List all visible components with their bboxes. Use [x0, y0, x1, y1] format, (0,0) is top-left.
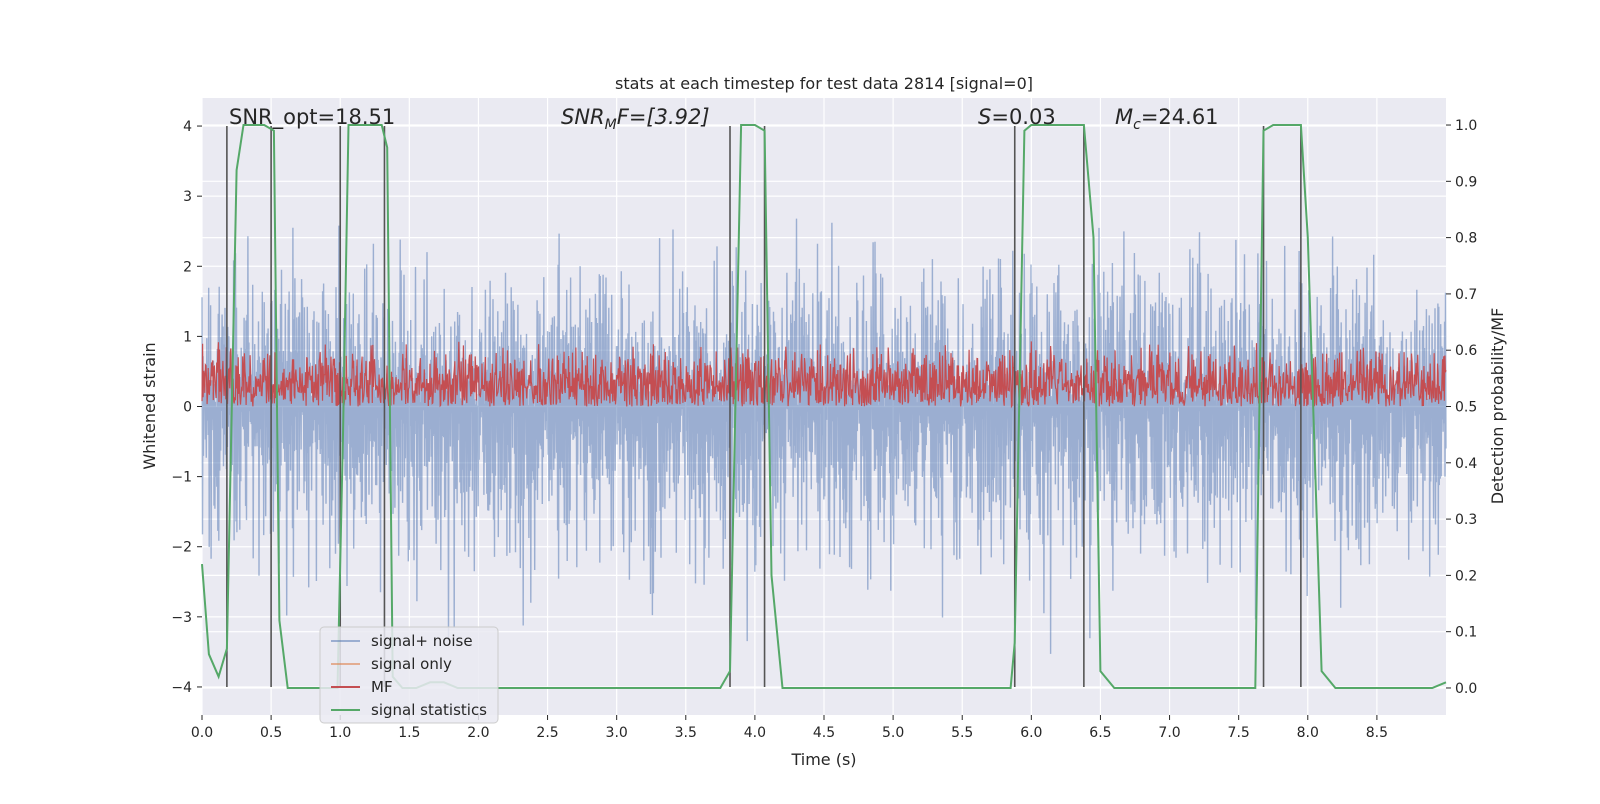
x-tick-label: 1.0: [329, 725, 351, 741]
y-tick-label-left: 1: [183, 329, 192, 345]
y-tick-label-right: 0.9: [1455, 174, 1477, 190]
signal-plus-noise-line: [201, 218, 1447, 654]
annotation-mc-name: M: [1115, 105, 1133, 129]
legend-box: [319, 626, 499, 724]
x-axis-ticks: 0.0 0.5 1.0 1.5 2.0 2.5 3.0 3.5 4.0 4.5 5.0 5.5 6.0 6…: [191, 715, 1388, 741]
y-tick-label-left: −3: [171, 610, 192, 626]
y-tick-label-right: 0.3: [1455, 512, 1477, 528]
x-tick-label: 5.5: [951, 725, 973, 741]
legend: signal+ noise signal only MF signal stat…: [319, 626, 499, 724]
y-tick-label-right: 1.0: [1455, 118, 1477, 134]
mf-line: [201, 341, 1447, 409]
y-axis-right-ticks: 0.0 0.1 0.2 0.3 0.4 0.5 0.6 0.7 0.8 0.9 1.0: [1446, 118, 1477, 697]
y-tick-label-left: −2: [171, 540, 192, 556]
x-tick-label: 7.0: [1158, 725, 1180, 741]
annotation-snr-opt: SNR_opt=18.51: [229, 105, 395, 130]
legend-label-signal-only: signal only: [371, 655, 452, 673]
y-tick-label-right: 0.6: [1455, 343, 1477, 359]
x-tick-label: 0.0: [191, 725, 213, 741]
legend-label-signal-noise: signal+ noise: [371, 632, 473, 650]
signal-statistics-series: [201, 124, 1447, 689]
annotation-s-value: =0.03: [991, 105, 1055, 129]
x-tick-label: 1.5: [398, 725, 420, 741]
y-tick-label-right: 0.5: [1455, 400, 1477, 416]
y-tick-label-left: −1: [171, 470, 192, 486]
annotation-snr-mf-sub: M: [605, 117, 617, 133]
y-axis-left-ticks: −4 −3 −2 −1 0 1 2 3 4: [171, 119, 202, 696]
annotation-s: S=0.03: [978, 105, 1056, 129]
y-tick-label-left: 2: [183, 259, 192, 275]
y-axis-right-label: Detection probability/MF: [1488, 308, 1507, 505]
y-tick-label-left: 0: [183, 400, 192, 416]
annotation-mc: Mc=24.61: [1115, 105, 1219, 133]
annotation-snr-mf-tail: F=[3.92]: [617, 105, 710, 129]
x-tick-label: 7.5: [1228, 725, 1250, 741]
x-axis-label: Time (s): [790, 750, 856, 769]
y-tick-label-right: 0.8: [1455, 231, 1477, 247]
signal-plus-noise-series: [201, 218, 1447, 654]
x-tick-label: 6.5: [1089, 725, 1111, 741]
annotation-snr-mf: SNRMF=[3.92]: [561, 105, 710, 133]
y-axis-left-label: Whitened strain: [140, 342, 159, 469]
y-tick-label-right: 0.7: [1455, 287, 1477, 303]
annotation-mc-sub: c: [1133, 117, 1141, 133]
mf-series: [201, 341, 1447, 409]
annotation-mc-value: =24.61: [1141, 105, 1219, 129]
y-tick-label-right: 0.0: [1455, 681, 1477, 697]
x-tick-label: 8.0: [1297, 725, 1319, 741]
y-tick-label-left: 4: [183, 119, 192, 135]
x-tick-label: 3.0: [606, 725, 628, 741]
legend-label-signal-statistics: signal statistics: [371, 701, 487, 719]
signal-statistics-line: [201, 124, 1447, 689]
y-tick-label-left: 3: [183, 189, 192, 205]
annotation-s-name: S: [978, 105, 991, 129]
y-tick-label-left: −4: [171, 680, 192, 696]
annotation-snr-mf-name: SNR: [561, 105, 605, 129]
x-tick-label: 5.0: [882, 725, 904, 741]
legend-label-mf: MF: [371, 678, 393, 696]
chart-title: stats at each timestep for test data 281…: [615, 74, 1033, 93]
x-tick-label: 4.5: [813, 725, 835, 741]
x-tick-label: 0.5: [260, 725, 282, 741]
x-tick-label: 6.0: [1020, 725, 1042, 741]
y-tick-label-right: 0.4: [1455, 456, 1477, 472]
y-tick-label-right: 0.1: [1455, 625, 1477, 641]
y-tick-label-right: 0.2: [1455, 568, 1477, 584]
x-tick-label: 4.0: [744, 725, 766, 741]
x-tick-label: 8.5: [1366, 725, 1388, 741]
x-tick-label: 2.0: [467, 725, 489, 741]
x-tick-label: 3.5: [675, 725, 697, 741]
x-tick-label: 2.5: [536, 725, 558, 741]
